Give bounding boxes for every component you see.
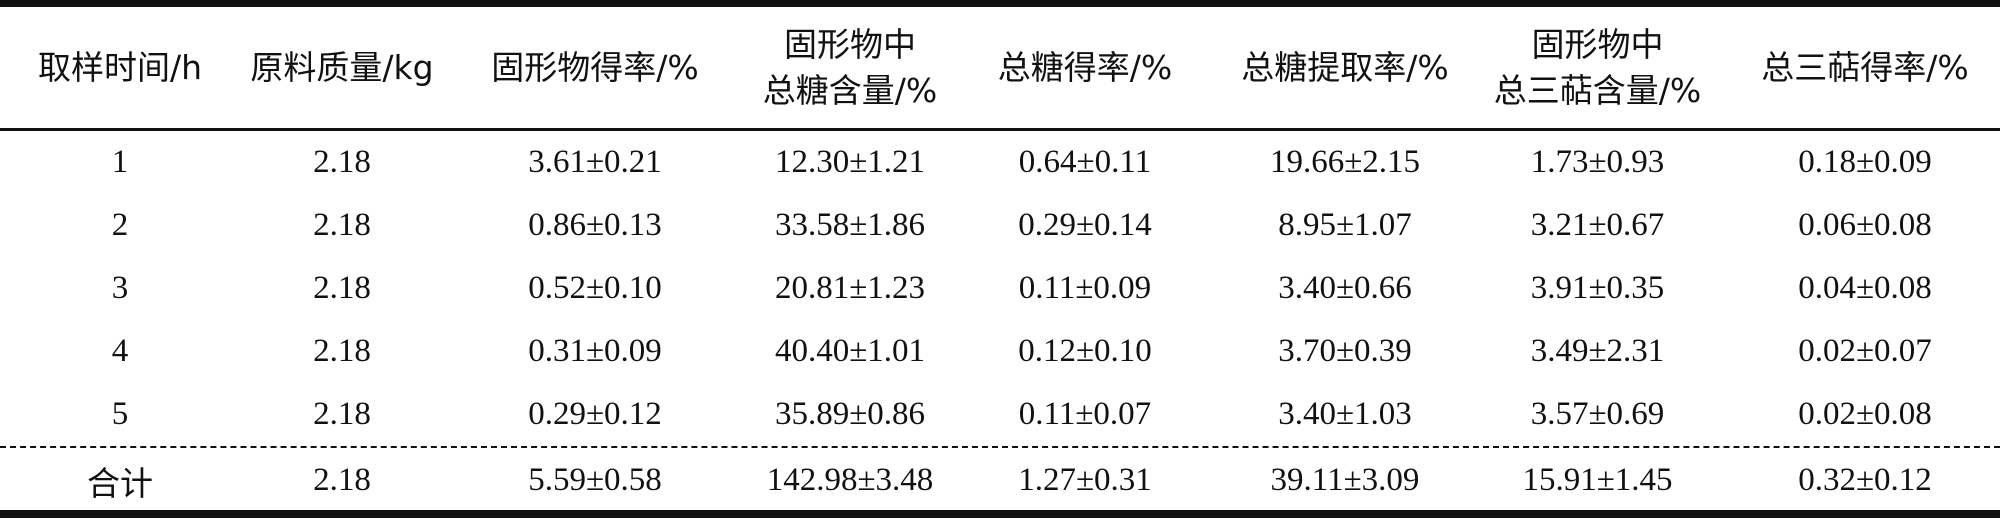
table-cell-sugar-yield: 0.29±0.14 [1018, 207, 1152, 243]
total-cell-sugar-yield: 1.27±0.31 [1018, 462, 1152, 498]
table-cell-sugar-extraction: 3.40±1.03 [1278, 396, 1412, 432]
header-raw-mass-label: 原料质量/kg [250, 47, 434, 87]
table-cell-triterpene-yield: 0.02±0.07 [1798, 333, 1932, 369]
table-cell-sugar-yield: 0.11±0.09 [1018, 270, 1152, 306]
table-cell-sampling-time: 1 [111, 144, 129, 180]
table-cell-sampling-time: 3 [111, 270, 129, 306]
table-total-divider [0, 446, 2000, 448]
table-header-row: 取样时间/h 原料质量/kg 固形物得率/% 固形物中 总糖含量/% 总糖得率/… [0, 7, 2000, 128]
header-triterpene-yield-label: 总三萜得率/% [1761, 47, 1969, 87]
table-header-rule [0, 128, 2000, 131]
total-cell-triterpene-content: 15.91±1.45 [1522, 462, 1673, 498]
table-cell-solids-yield: 0.31±0.09 [528, 333, 662, 369]
table-cell-sugar-extraction: 19.66±2.15 [1269, 144, 1421, 180]
table-cell-triterpene-content: 1.73±0.93 [1530, 144, 1665, 180]
table-cell-triterpene-yield: 0.06±0.08 [1798, 207, 1932, 243]
table-total-row: 合计 2.18 5.59±0.58 142.98±3.48 1.27±0.31 … [0, 449, 2000, 512]
header-sugar-yield-label: 总糖得率/% [997, 47, 1173, 87]
header-sugar-yield: 总糖得率/% [975, 7, 1195, 128]
table-cell-sugar-extraction: 3.40±0.66 [1278, 270, 1412, 306]
table-cell-sugar-yield: 0.12±0.10 [1018, 333, 1152, 369]
total-cell-triterpene-yield: 0.32±0.12 [1798, 462, 1932, 498]
header-sugar-content-line1: 固形物中 [783, 24, 916, 64]
table-cell-raw-mass: 2.18 [313, 396, 371, 432]
table-cell-triterpene-yield: 0.04±0.08 [1798, 270, 1932, 306]
table-cell-sampling-time: 4 [111, 333, 129, 369]
total-cell-sugar-extraction: 39.11±3.09 [1270, 462, 1420, 498]
table-cell-sugar-extraction: 3.70±0.39 [1278, 333, 1412, 369]
table-cell-sugar-content: 40.40±1.01 [774, 333, 926, 369]
table-cell-sugar-yield: 0.11±0.07 [1018, 396, 1152, 432]
table-cell-solids-yield: 0.52±0.10 [528, 270, 662, 306]
table-cell-solids-yield: 0.29±0.12 [528, 396, 662, 432]
header-triterpene-content-line1: 固形物中 [1531, 24, 1664, 64]
table-cell-raw-mass: 2.18 [313, 333, 371, 369]
table-cell-triterpene-content: 3.21±0.67 [1530, 207, 1665, 243]
table-cell-sugar-content: 20.81±1.23 [774, 270, 926, 306]
table-row: 5 2.18 0.29±0.12 35.89±0.86 0.11±0.07 3.40±1.… [0, 383, 2000, 446]
total-cell-raw-mass: 2.18 [313, 462, 371, 498]
table-cell-solids-yield: 3.61±0.21 [528, 144, 662, 180]
total-cell-label: 合计 [87, 463, 153, 503]
table-cell-triterpene-yield: 0.18±0.09 [1798, 144, 1932, 180]
header-raw-mass: 原料质量/kg [232, 7, 452, 128]
table-cell-raw-mass: 2.18 [313, 270, 371, 306]
total-cell-sugar-content: 142.98±3.48 [766, 462, 934, 498]
header-sampling-time: 取样时间/h [10, 7, 230, 128]
header-sugar-content-line2: 总糖含量/% [762, 70, 938, 110]
table-cell-raw-mass: 2.18 [313, 144, 371, 180]
header-sugar-extraction: 总糖提取率/% [1195, 7, 1495, 128]
table-row: 1 2.18 3.61±0.21 12.30±1.21 0.64±0.11 19.66±2… [0, 131, 2000, 194]
table-cell-sugar-content: 33.58±1.86 [774, 207, 926, 243]
table-bottom-rule [0, 510, 2000, 518]
table-cell-triterpene-content: 3.57±0.69 [1530, 396, 1665, 432]
table-cell-sugar-yield: 0.64±0.11 [1018, 144, 1152, 180]
table-cell-sampling-time: 2 [111, 207, 129, 243]
table-cell-sampling-time: 5 [111, 396, 129, 432]
header-sampling-time-label: 取样时间/h [37, 47, 203, 87]
table-cell-triterpene-content: 3.49±2.31 [1530, 333, 1665, 369]
table-cell-sugar-content: 12.30±1.21 [774, 144, 926, 180]
table-row: 2 2.18 0.86±0.13 33.58±1.86 0.29±0.14 8.95±1.… [0, 194, 2000, 257]
table-cell-raw-mass: 2.18 [313, 207, 371, 243]
header-triterpene-yield: 总三萜得率/% [1740, 7, 1990, 128]
header-solids-yield: 固形物得率/% [465, 7, 725, 128]
table-top-rule [0, 0, 2000, 7]
header-solids-yield-label: 固形物得率/% [491, 47, 699, 87]
table-cell-sugar-extraction: 8.95±1.07 [1278, 207, 1412, 243]
table-cell-triterpene-yield: 0.02±0.08 [1798, 396, 1932, 432]
header-sugar-content: 固形物中 总糖含量/% [725, 7, 975, 128]
header-triterpene-content: 固形物中 总三萜含量/% [1465, 7, 1730, 128]
table-cell-sugar-content: 35.89±0.86 [774, 396, 926, 432]
table-cell-solids-yield: 0.86±0.13 [528, 207, 662, 243]
table-cell-triterpene-content: 3.91±0.35 [1530, 270, 1665, 306]
total-cell-solids-yield: 5.59±0.58 [528, 462, 662, 498]
table-row: 3 2.18 0.52±0.10 20.81±1.23 0.11±0.09 3.40±0.… [0, 257, 2000, 320]
table-row: 4 2.18 0.31±0.09 40.40±1.01 0.12±0.10 3.70±0.… [0, 320, 2000, 383]
header-triterpene-content-line2: 总三萜含量/% [1493, 70, 1702, 110]
header-sugar-extraction-label: 总糖提取率/% [1241, 47, 1449, 87]
